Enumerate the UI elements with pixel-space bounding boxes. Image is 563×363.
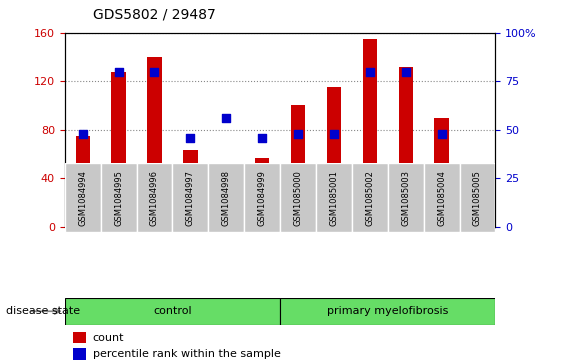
Bar bbox=[280, 163, 316, 232]
Text: GDS5802 / 29487: GDS5802 / 29487 bbox=[93, 8, 216, 22]
Bar bbox=[388, 163, 424, 232]
Point bbox=[329, 131, 338, 136]
Point bbox=[150, 69, 159, 74]
Bar bbox=[73, 348, 86, 359]
Text: count: count bbox=[93, 333, 124, 343]
Text: GSM1085005: GSM1085005 bbox=[473, 170, 482, 226]
Text: control: control bbox=[153, 306, 192, 316]
Text: GSM1084996: GSM1084996 bbox=[150, 170, 159, 226]
Text: GSM1084997: GSM1084997 bbox=[186, 170, 195, 226]
Bar bbox=[65, 298, 280, 325]
Bar bbox=[75, 136, 90, 227]
Point bbox=[365, 69, 374, 74]
Text: GSM1085001: GSM1085001 bbox=[329, 170, 338, 226]
Point bbox=[114, 69, 123, 74]
Bar bbox=[316, 163, 352, 232]
Text: GSM1084999: GSM1084999 bbox=[258, 170, 267, 226]
Bar bbox=[255, 158, 269, 227]
Text: GSM1084994: GSM1084994 bbox=[78, 170, 87, 226]
Text: percentile rank within the sample: percentile rank within the sample bbox=[93, 349, 280, 359]
Bar bbox=[291, 106, 305, 227]
Point bbox=[258, 135, 267, 140]
Bar bbox=[101, 163, 137, 232]
Bar bbox=[73, 332, 86, 343]
Text: disease state: disease state bbox=[6, 306, 80, 316]
Bar bbox=[399, 67, 413, 227]
Bar bbox=[244, 163, 280, 232]
Text: GSM1085003: GSM1085003 bbox=[401, 170, 410, 226]
Text: GSM1084998: GSM1084998 bbox=[222, 170, 231, 226]
Point bbox=[293, 131, 302, 136]
Bar bbox=[65, 163, 101, 232]
Point bbox=[78, 131, 87, 136]
Text: GSM1085000: GSM1085000 bbox=[293, 170, 302, 226]
Bar bbox=[280, 298, 495, 325]
Point bbox=[401, 69, 410, 74]
Bar bbox=[172, 163, 208, 232]
Bar bbox=[148, 57, 162, 227]
Bar bbox=[363, 39, 377, 227]
Bar bbox=[111, 72, 126, 227]
Bar bbox=[327, 87, 341, 227]
Bar bbox=[183, 150, 198, 227]
Bar bbox=[424, 163, 459, 232]
Bar bbox=[459, 163, 495, 232]
Point bbox=[186, 135, 195, 140]
Text: primary myelofibrosis: primary myelofibrosis bbox=[327, 306, 449, 316]
Point bbox=[222, 115, 231, 121]
Bar bbox=[435, 118, 449, 227]
Text: GSM1084995: GSM1084995 bbox=[114, 170, 123, 226]
Bar bbox=[219, 171, 234, 227]
Point bbox=[473, 166, 482, 171]
Bar bbox=[470, 181, 485, 227]
Bar bbox=[137, 163, 172, 232]
Bar bbox=[208, 163, 244, 232]
Point bbox=[437, 131, 446, 136]
Bar bbox=[352, 163, 388, 232]
Text: GSM1085002: GSM1085002 bbox=[365, 170, 374, 226]
Text: GSM1085004: GSM1085004 bbox=[437, 170, 446, 226]
